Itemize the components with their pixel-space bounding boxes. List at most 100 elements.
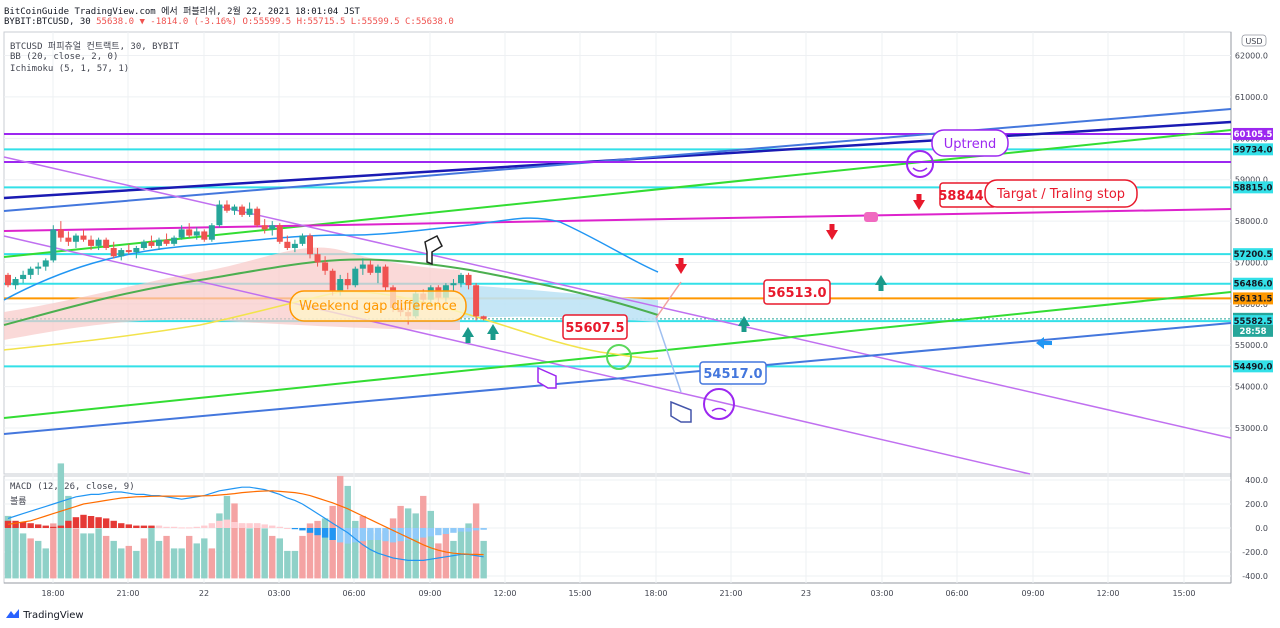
price-tick-label: 62000.0: [1235, 52, 1268, 61]
macd-histogram-bar: [367, 528, 374, 540]
macd-histogram-bar: [186, 527, 193, 529]
publish-info: BitCoinGuide TradingView.com 에서 퍼블리쉬, 2월…: [4, 4, 360, 17]
buy-arrow-icon: [738, 316, 750, 332]
volume-bar: [65, 495, 72, 579]
macd-histogram-bar: [155, 525, 163, 528]
volume-bar: [367, 530, 374, 579]
level-tag-bg: [1233, 277, 1273, 290]
volume-bar: [359, 515, 367, 579]
candle-body: [118, 250, 125, 257]
ohlc-values: O:55599.5 H:55715.5 L:55599.5 C:55638.0: [242, 17, 454, 27]
macd-histogram-bar: [19, 522, 27, 528]
legend-volume[interactable]: 볼륨: [10, 497, 27, 507]
time-tick-label: 09:00: [1021, 589, 1044, 598]
candle-body: [254, 208, 261, 226]
legend-macd[interactable]: MACD (12, 26, close, 9): [10, 482, 135, 492]
volume-bar: [186, 535, 193, 579]
countdown-bg: [1233, 324, 1273, 337]
pig-icon: [864, 212, 878, 222]
time-tick-label: 06:00: [342, 589, 365, 598]
macd-histogram-bar: [231, 522, 238, 528]
macd-histogram-bar: [306, 528, 314, 533]
volume-bar: [35, 540, 42, 579]
level-tag-label: 57200.5: [1234, 250, 1273, 260]
macd-histogram-bar: [314, 528, 321, 536]
macd-histogram-bar: [352, 528, 359, 543]
candle-body: [103, 239, 110, 248]
time-tick-label: 09:00: [418, 589, 441, 598]
level-tag-bg: [1233, 315, 1273, 328]
level-tag-label: 55582.5: [1234, 317, 1273, 327]
symbol-interval: BYBIT:BTCUSD, 30: [4, 17, 91, 27]
annotations[interactable]: Uptrend 58844.5 Targat / Traling stop 56513…: [289, 129, 1138, 423]
left-arrow-icon: [1036, 337, 1052, 349]
sell-arrow-icon: [913, 194, 925, 210]
candle-body: [480, 316, 487, 319]
bb-upper: [3, 217, 659, 301]
weekend-gap-bubble: [289, 290, 467, 322]
volume-bar: [299, 535, 306, 579]
macd-histogram-bar: [457, 528, 465, 532]
level-tag-label: 56131.5: [1234, 294, 1273, 304]
candle-body: [314, 254, 321, 263]
candle-body: [473, 285, 480, 317]
smiley-icon: [906, 150, 934, 178]
price-box-56513: [763, 279, 831, 305]
candle-body: [110, 247, 117, 257]
currency-badge: [1241, 34, 1267, 47]
price-box-55607: [562, 314, 628, 340]
volume-bar: [95, 528, 102, 579]
macd-histogram-bar: [87, 516, 95, 528]
projection-up-line: [655, 281, 682, 319]
volume-bar: [27, 538, 34, 579]
volume-bar: [389, 518, 397, 579]
legend-symbol[interactable]: BTCUSD 퍼피츄얼 컨트랙트, 30, BYBIT: [10, 42, 180, 52]
macd-histogram-bar: [480, 528, 487, 530]
volume-bar: [321, 518, 329, 579]
macd-histogram-bar: [344, 528, 351, 544]
volume-bar: [208, 548, 216, 579]
candle-body: [246, 208, 253, 215]
macd-histogram-bar: [321, 528, 329, 538]
macd-histogram-bar: [382, 528, 389, 542]
macd-histogram-bar: [253, 523, 261, 528]
candle-body: [291, 243, 298, 248]
macd-histogram-bar: [337, 528, 344, 543]
neutral-face-icon: [606, 344, 632, 370]
macd-histogram-bar: [50, 526, 57, 528]
publish-line: BitCoinGuide TradingView.com 에서 퍼블리쉬, 2월…: [4, 7, 360, 17]
volume-bar: [140, 538, 148, 579]
candle-body: [337, 279, 344, 292]
volume-bar: [102, 535, 110, 579]
price-label-55607: 55607.5: [565, 321, 624, 336]
legend-bb[interactable]: BB (20, close, 2, 0): [10, 52, 119, 62]
price-axis[interactable]: 53000.054000.055000.056000.057000.058000…: [1233, 34, 1273, 581]
price-tick-label: 55000.0: [1235, 341, 1268, 350]
macd-histogram-bar: [201, 525, 208, 528]
legend-ichimoku[interactable]: Ichimoku (5, 1, 57, 1): [10, 64, 130, 74]
macd-histogram-bar: [42, 525, 49, 528]
candle-body: [367, 264, 374, 273]
volume-bar: [480, 540, 487, 579]
candle-body: [12, 279, 19, 286]
macd-histogram-bar: [427, 528, 434, 537]
level-tag-bg: [1233, 248, 1273, 261]
time-axis[interactable]: 18:00 21:00 22 03:00 06:00 09:00 12:00 15:00 18:…: [41, 589, 1195, 598]
candle-body: [269, 225, 276, 230]
candle-body: [140, 241, 147, 248]
candle-body: [163, 239, 170, 244]
candle-body: [352, 268, 359, 286]
candle-body: [171, 237, 178, 244]
volume-bar: [110, 540, 117, 579]
macd-histogram-bar: [435, 528, 442, 536]
macd-histogram-bar: [27, 523, 34, 528]
tradingview-logo[interactable]: TradingView: [6, 609, 84, 621]
volume-bar: [170, 548, 178, 579]
level-tag-label: 54490.0: [1234, 362, 1273, 372]
tradingview-icon: [6, 609, 19, 618]
trend-blue-lower: [3, 322, 1232, 435]
volume-bar: [284, 550, 291, 579]
price-tick-label: 58000.0: [1235, 217, 1268, 226]
macd-histogram-bar: [374, 528, 382, 540]
